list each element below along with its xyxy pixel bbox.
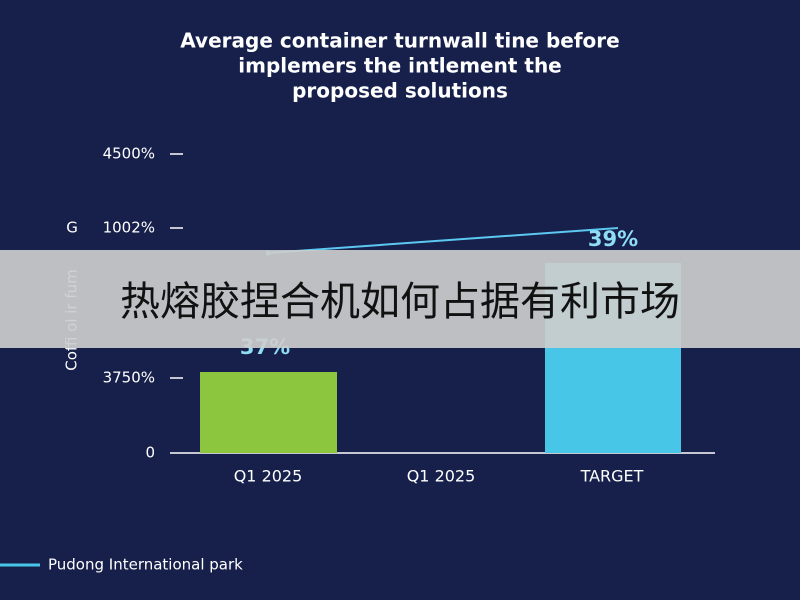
chart-title: implemers the intlement the: [238, 54, 562, 78]
trend-line: [267, 227, 619, 254]
x-tick-label: Q1 2025: [234, 467, 303, 486]
y-tick-label: 1002%: [103, 219, 155, 237]
x-tick-label: Q1 2025: [407, 467, 476, 486]
banner: [0, 250, 800, 348]
y-ticks: [170, 153, 183, 454]
chart-title: Average container turnwall tine before: [180, 29, 619, 53]
y-tick-label: 0: [145, 444, 155, 462]
y-axis-symbol: G: [66, 219, 78, 237]
legend-label: Pudong International park: [48, 556, 243, 574]
y-tick-label: 3750%: [103, 369, 155, 387]
chart-title: proposed solutions: [292, 79, 508, 103]
bar: [200, 372, 337, 453]
data-label: 39%: [588, 227, 638, 251]
y-tick-label: 4500%: [103, 145, 155, 163]
x-tick-label: TARGET: [580, 467, 644, 486]
banner-text: 热熔胶捏合机如何占据有利市场: [120, 279, 680, 325]
